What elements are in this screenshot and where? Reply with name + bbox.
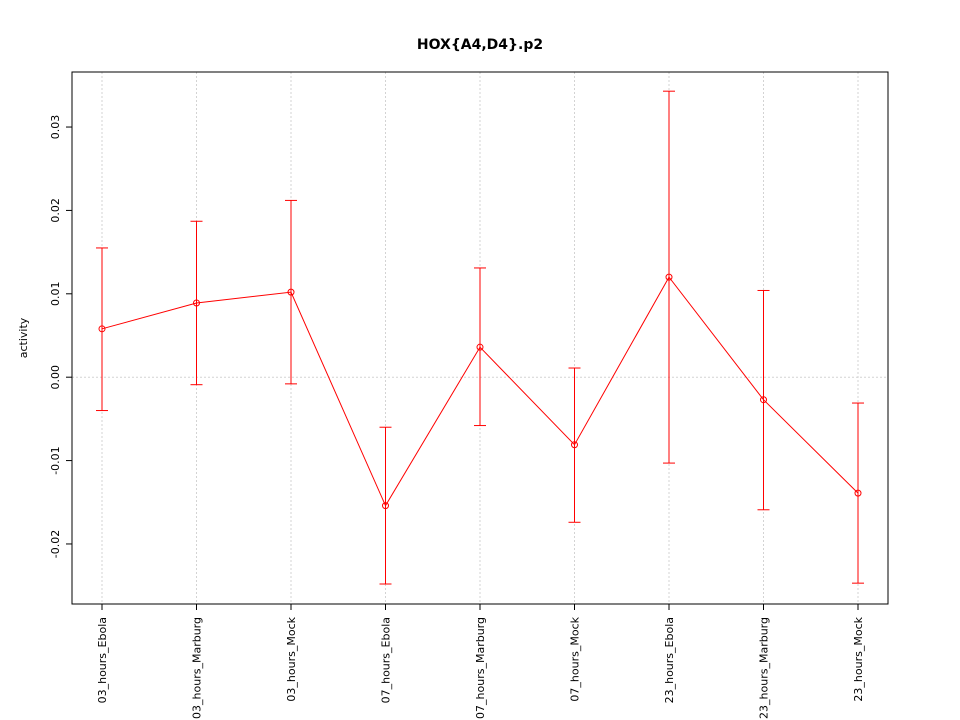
x-tick-label: 23_hours_Ebola [663, 617, 676, 703]
series-layer [96, 90, 864, 585]
x-tick-label: 07_hours_Ebola [380, 617, 393, 703]
y-tick-label: -0.01 [49, 446, 62, 474]
y-tick-label: 0.01 [49, 282, 62, 307]
y-tick-label: 0.03 [49, 115, 62, 140]
data-point [98, 325, 106, 333]
data-point [760, 396, 767, 404]
y-tick-label: -0.02 [49, 530, 62, 558]
data-point [193, 299, 200, 307]
data-point [665, 273, 673, 281]
data-point [287, 288, 295, 296]
x-tick-label: 03_hours_Ebola [96, 617, 109, 703]
x-tick-label: 03_hours_Marburg [191, 617, 204, 719]
y-axis: -0.02 -0.01 0.00 0.01 0.02 0.03 [49, 115, 72, 558]
x-tick-label: 23_hours_Marburg [758, 617, 771, 719]
x-tick-label: 03_hours_Mock [285, 616, 298, 701]
data-point [854, 489, 862, 497]
x-tick-label: 07_hours_Marburg [474, 617, 487, 719]
y-tick-label: 0.02 [49, 198, 62, 223]
y-axis-label: activity [17, 317, 30, 358]
data-point [571, 441, 578, 449]
x-tick-label: 07_hours_Mock [569, 616, 582, 701]
data-point [382, 502, 389, 510]
y-tick-label: 0.00 [49, 365, 62, 390]
x-axis: 03_hours_Ebola 03_hours_Marburg 03_hours_M… [96, 604, 865, 719]
chart-title: HOX{A4,D4}.p2 [417, 37, 543, 53]
x-tick-label: 23_hours_Mock [852, 616, 865, 701]
data-point [476, 343, 484, 351]
